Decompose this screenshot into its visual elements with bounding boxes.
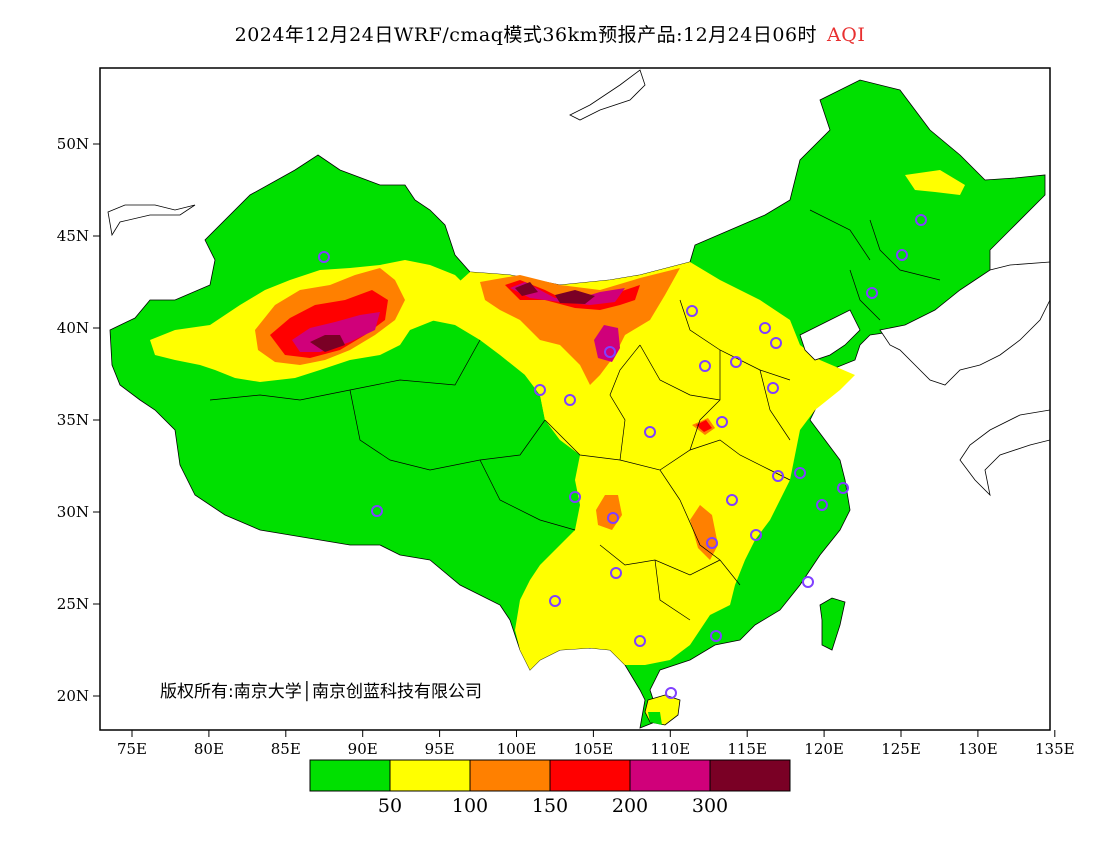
lat-tick-label: 35N xyxy=(57,411,89,429)
lon-tick-label: 95E xyxy=(425,740,455,758)
region-hazardous-tarim xyxy=(310,335,345,352)
title-text: 2024年12月24日WRF/cmaq模式36km预报产品:12月24日06时 xyxy=(234,24,818,46)
region-yellow-sichuan-edge xyxy=(525,370,590,440)
region-yellow-northeast-patch xyxy=(905,170,965,195)
region-hazardous-north xyxy=(555,290,595,304)
longitude-axis: 75E 80E 85E 90E 95E 100E 105E 110E 115E 120E 125E 1… xyxy=(117,730,1075,758)
lon-tick-label: 110E xyxy=(651,740,691,758)
lon-tick-label: 115E xyxy=(727,740,767,758)
lon-tick-label: 130E xyxy=(958,740,998,758)
lon-tick-label: 75E xyxy=(117,740,147,758)
legend-label: 300 xyxy=(692,795,728,817)
map-frame xyxy=(99,67,1051,731)
region-hainan-green xyxy=(648,712,662,725)
legend-swatch xyxy=(309,759,391,792)
lon-tick-label: 85E xyxy=(271,740,301,758)
legend-label: 100 xyxy=(452,795,488,817)
lat-tick-label: 45N xyxy=(57,227,89,245)
region-magenta-north xyxy=(510,282,625,305)
copyright-text: 版权所有:南京大学│南京创蓝科技有限公司 xyxy=(160,681,482,702)
region-magenta-yinchuan xyxy=(594,325,620,362)
legend-swatch xyxy=(389,759,471,792)
legend-label: 50 xyxy=(378,795,402,817)
station-markers xyxy=(318,214,927,699)
legend-label: 200 xyxy=(612,795,648,817)
coastline-neighbors xyxy=(107,69,1050,651)
lon-tick-label: 120E xyxy=(804,740,844,758)
lat-tick-label: 20N xyxy=(57,687,89,705)
lon-tick-label: 90E xyxy=(348,740,378,758)
region-orange-sichuan xyxy=(596,495,622,530)
region-red-hubei xyxy=(696,420,712,432)
legend-swatch xyxy=(709,759,791,792)
lon-tick-label: 135E xyxy=(1035,740,1075,758)
aqi-legend: 50 100 150 200 300 xyxy=(309,759,791,817)
region-hazardous-west-north xyxy=(515,282,538,296)
region-orange-hunan xyxy=(690,505,718,560)
lon-tick-label: 80E xyxy=(194,740,224,758)
legend-swatch xyxy=(469,759,551,792)
legend-swatch xyxy=(629,759,711,792)
legend-label: 150 xyxy=(532,795,568,817)
lon-tick-label: 100E xyxy=(497,740,537,758)
lat-tick-label: 50N xyxy=(57,135,89,153)
title-variable: AQI xyxy=(827,24,866,46)
legend-swatch xyxy=(549,759,631,792)
map-body: 版权所有:南京大学│南京创蓝科技有限公司 xyxy=(107,69,1050,729)
province-borders xyxy=(209,209,941,621)
map-title: 2024年12月24日WRF/cmaq模式36km预报产品:12月24日06时 A… xyxy=(0,20,1100,47)
lat-tick-label: 25N xyxy=(57,595,89,613)
lat-tick-label: 40N xyxy=(57,319,89,337)
lat-tick-label: 30N xyxy=(57,503,89,521)
latitude-axis: 50N 45N 40N 35N 30N 25N 20N xyxy=(57,135,100,705)
lon-tick-label: 125E xyxy=(881,740,921,758)
lon-tick-label: 105E xyxy=(574,740,614,758)
